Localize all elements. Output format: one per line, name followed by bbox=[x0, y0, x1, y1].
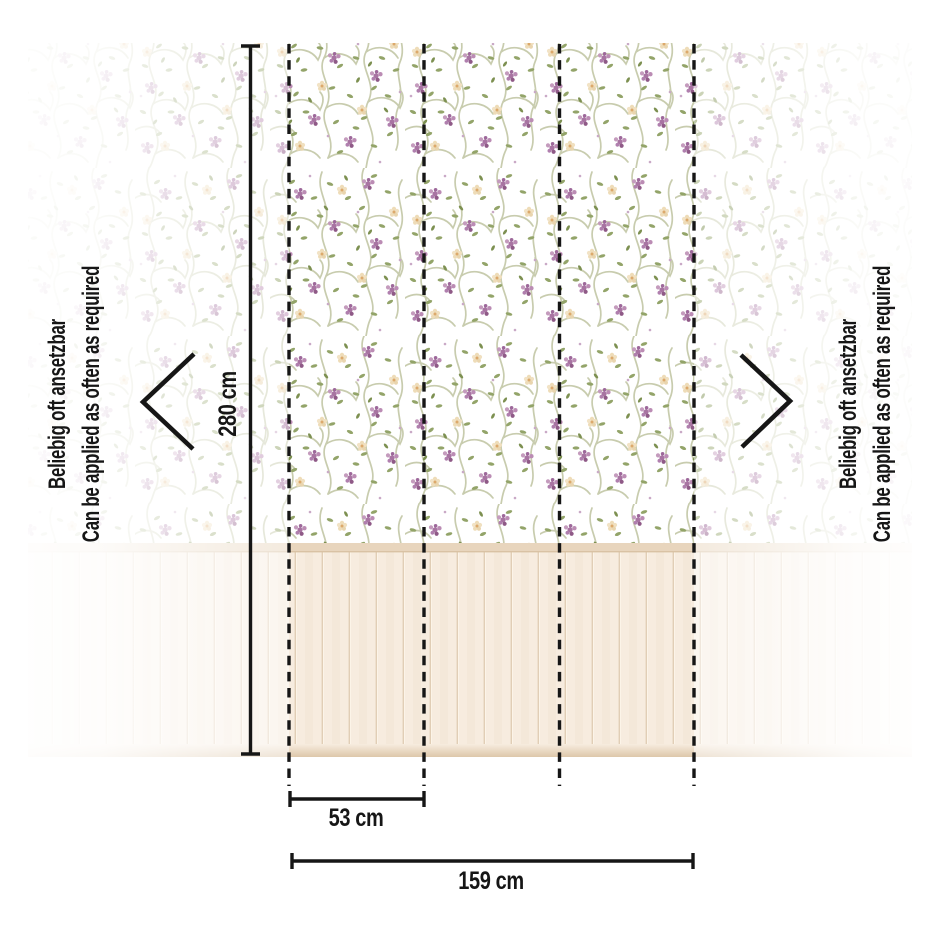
height-dimension-line bbox=[241, 44, 260, 756]
wainscot-top-rail-line bbox=[28, 551, 912, 553]
strip-width-dimension-label: 53 cm bbox=[328, 804, 384, 832]
repeat-note-english: Can be applied as often as required bbox=[869, 265, 896, 543]
chevron-right-icon bbox=[739, 353, 794, 449]
repeat-note-german: Beliebig oft ansetzbar bbox=[835, 319, 862, 489]
total-width-dimension-label: 159 cm bbox=[458, 867, 524, 895]
repeat-note-english: Can be applied as often as required bbox=[78, 265, 105, 543]
strip-seam-lines bbox=[287, 44, 696, 786]
repeat-note-left: Beliebig oft ansetzbar Can be applied as… bbox=[41, 243, 113, 565]
total-width-dimension-line bbox=[290, 853, 695, 869]
chevron-left-icon bbox=[139, 352, 196, 451]
right-fade-overlay bbox=[694, 0, 940, 940]
wainscot-top-rail bbox=[28, 543, 912, 552]
repeat-note-right: Beliebig oft ansetzbar Can be applied as… bbox=[832, 243, 904, 565]
height-dimension-label: 280 cm bbox=[214, 371, 242, 437]
strip-width-dimension-line bbox=[288, 791, 426, 807]
left-fade-overlay bbox=[0, 0, 289, 940]
repeat-note-german: Beliebig oft ansetzbar bbox=[44, 319, 71, 489]
